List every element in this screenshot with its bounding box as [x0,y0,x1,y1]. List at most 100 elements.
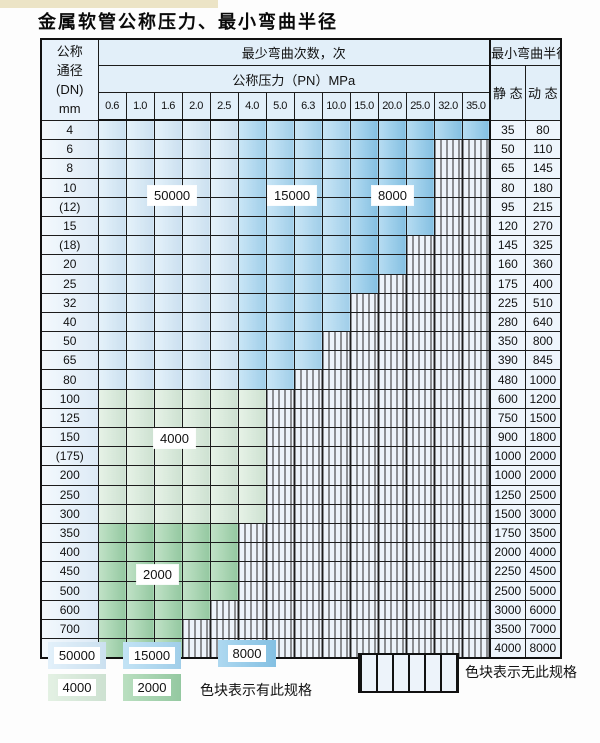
spec-cell-available [97,254,127,275]
legend-swatch-15000: 15000 [123,642,181,669]
spec-cell-unavailable [405,292,435,313]
spec-cell-available [237,446,267,467]
spec-cell-unavailable [461,599,491,620]
cycles-label-15000: 15000 [268,186,317,205]
legend-swatch-no-spec [358,653,459,693]
spec-cell-unavailable [265,580,295,601]
dynamic-radius-cell: 2000 [524,465,562,486]
spec-table: 公称 通径 (DN) mm 最少弯曲次数，次 最小弯曲半径 公称压力（PN）MP… [40,38,563,660]
spec-cell-available [265,254,295,275]
spec-cell-unavailable [405,331,435,352]
dn-cell: (18) [40,235,99,256]
spec-cell-available [293,235,323,256]
legend-swatch-4000: 4000 [48,674,106,701]
pressure-tick: 32.0 [433,92,463,121]
spec-cell-unavailable [237,580,267,601]
spec-cell-available [153,599,183,620]
table-row: 100 600 1200 [40,388,562,409]
dn-cell: 200 [40,465,99,486]
spec-cell-available [349,273,379,294]
spec-cell-unavailable [433,215,463,237]
spec-cell-available [125,599,155,620]
table-row: 400 2000 4000 [40,542,562,563]
static-radius-cell: 390 [489,350,526,371]
spec-cell-unavailable [377,350,407,371]
static-radius-cell: 4000 [489,638,526,659]
spec-cell-available [377,139,407,160]
dynamic-radius-cell: 270 [524,215,562,237]
legend-swatch-8000: 8000 [218,640,276,667]
spec-cell-available [125,254,155,275]
spec-cell-unavailable [405,542,435,563]
spec-cell-unavailable [405,273,435,294]
table-row: 700 3500 7000 [40,618,562,640]
dn-cell: (12) [40,196,99,217]
spec-cell-unavailable [377,369,407,390]
spec-cell-unavailable [321,599,351,620]
spec-cell-unavailable [209,599,239,620]
table-row: 8 65 145 [40,158,562,179]
dn-cell: 500 [40,580,99,601]
spec-cell-unavailable [461,331,491,352]
spec-cell-available [181,503,211,524]
page-title: 金属软管公称压力、最小弯曲半径 [38,12,338,33]
spec-cell-unavailable [433,158,463,179]
spec-cell-available [153,446,183,467]
static-radius-cell: 65 [489,158,526,179]
spec-cell-available [125,196,155,217]
spec-cell-unavailable [293,407,323,429]
spec-cell-available [209,215,239,237]
spec-cell-unavailable [461,158,491,179]
spec-cell-available [153,158,183,179]
spec-cell-unavailable [349,388,379,409]
spec-cell-available [97,158,127,179]
spec-cell-unavailable [265,522,295,544]
spec-cell-unavailable [405,561,435,582]
cycles-label-4000: 4000 [154,429,195,448]
spec-cell-available [97,292,127,313]
spec-cell-available [321,215,351,237]
spec-cell-unavailable [405,580,435,601]
spec-cell-available [293,311,323,333]
spec-cell-available [125,119,155,141]
static-radius-cell: 1000 [489,465,526,486]
spec-cell-available [153,465,183,486]
spec-cell-unavailable [265,618,295,640]
spec-cell-available [209,350,239,371]
spec-cell-available [97,235,127,256]
cycles-label-2000: 2000 [137,565,178,584]
spec-cell-available [125,158,155,179]
dn-cell: 8 [40,158,99,179]
spec-cell-unavailable [293,369,323,390]
spec-cell-unavailable [349,426,379,448]
spec-cell-available [97,465,127,486]
spec-cell-available [209,331,239,352]
spec-cell-available [209,292,239,313]
spec-cell-unavailable [377,388,407,409]
static-radius-cell: 2250 [489,561,526,582]
spec-cell-available [265,273,295,294]
spec-cell-unavailable [181,638,211,659]
dynamic-radius-cell: 80 [524,119,562,141]
spec-cell-available [181,311,211,333]
spec-cell-available [349,215,379,237]
spec-cell-available [97,311,127,333]
spec-cell-available [181,158,211,179]
spec-cell-unavailable [461,235,491,256]
spec-cell-unavailable [349,465,379,486]
spec-cell-available [97,503,127,524]
scan-artifact-strip [0,0,218,8]
spec-cell-unavailable [293,522,323,544]
spec-cell-available [153,388,183,409]
spec-cell-available [97,561,127,582]
spec-cell-unavailable [405,599,435,620]
spec-cell-available [209,465,239,486]
spec-cell-available [265,139,295,160]
dynamic-radius-cell: 510 [524,292,562,313]
spec-cell-unavailable [461,369,491,390]
spec-cell-available [265,235,295,256]
spec-cell-unavailable [377,484,407,505]
static-radius-cell: 3000 [489,599,526,620]
spec-cell-available [125,235,155,256]
spec-cell-available [293,215,323,237]
